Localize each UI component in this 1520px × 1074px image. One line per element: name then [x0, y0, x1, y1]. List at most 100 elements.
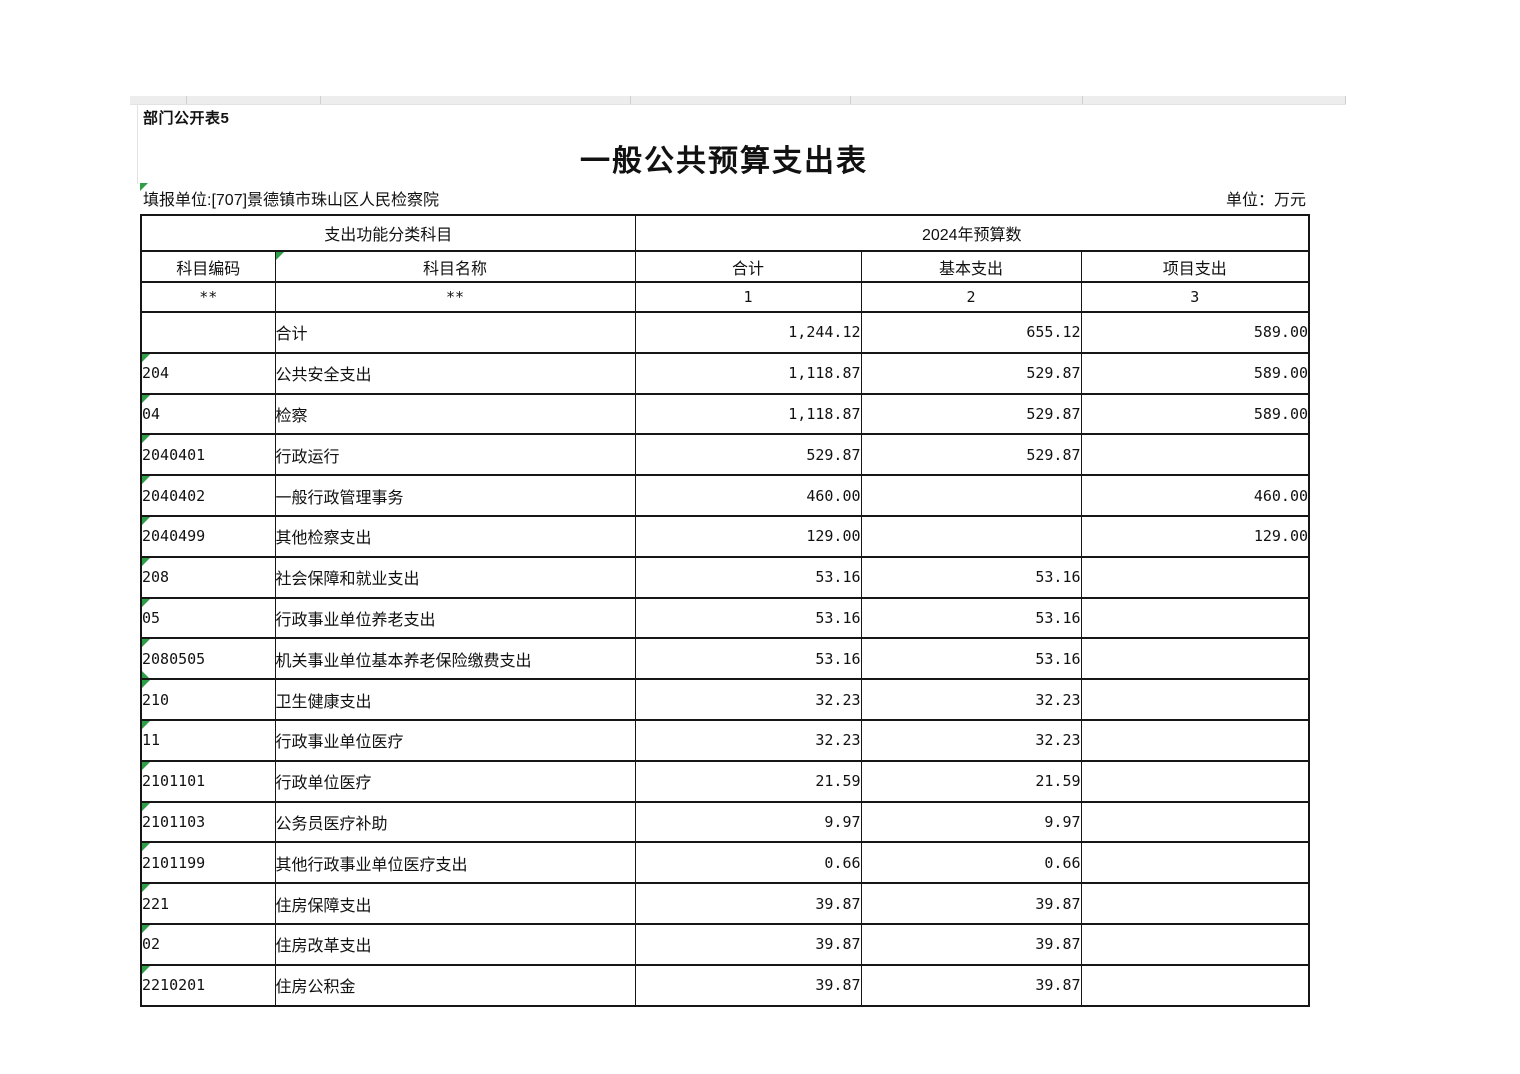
- cell-total[interactable]: 53.16: [634, 596, 862, 640]
- cell-code[interactable]: 2040402: [140, 474, 276, 517]
- cell-code[interactable]: 2101199: [140, 841, 276, 885]
- cell-project[interactable]: [1080, 759, 1310, 803]
- sub-basic[interactable]: 2: [860, 281, 1082, 313]
- cell-basic[interactable]: 0.66: [860, 841, 1082, 885]
- cell-name[interactable]: 公务员医疗补助: [274, 800, 636, 844]
- cell-total[interactable]: 39.87: [634, 922, 862, 966]
- cell-code[interactable]: 02: [140, 922, 276, 966]
- cell-total[interactable]: 1,118.87: [634, 351, 862, 395]
- cell-total[interactable]: 460.00: [634, 474, 862, 517]
- cell-code[interactable]: 204: [140, 351, 276, 395]
- cell-project[interactable]: [1080, 596, 1310, 640]
- cell-name[interactable]: 行政运行: [274, 433, 636, 477]
- cell-name[interactable]: 其他检察支出: [274, 514, 636, 558]
- cell-basic[interactable]: 39.87: [860, 882, 1082, 925]
- cell-code[interactable]: 2210201: [140, 963, 276, 1007]
- cell-name[interactable]: 行政事业单位医疗: [274, 718, 636, 762]
- cell-code[interactable]: 2040401: [140, 433, 276, 477]
- cell-basic[interactable]: 53.16: [860, 637, 1082, 681]
- cell-project[interactable]: [1080, 963, 1310, 1007]
- header-basic[interactable]: 基本支出: [860, 250, 1082, 283]
- cell-project[interactable]: [1080, 800, 1310, 844]
- cell-project[interactable]: [1080, 841, 1310, 885]
- cell-basic[interactable]: 529.87: [860, 433, 1082, 477]
- cell-name[interactable]: 住房保障支出: [274, 882, 636, 925]
- cell-name[interactable]: 行政单位医疗: [274, 759, 636, 803]
- sub-code[interactable]: **: [140, 281, 276, 313]
- cell-project[interactable]: 589.00: [1080, 311, 1310, 354]
- header-budget-group[interactable]: 2024年预算数: [634, 214, 1310, 252]
- cell-code[interactable]: 208: [140, 555, 276, 599]
- cell-basic[interactable]: 53.16: [860, 555, 1082, 599]
- header-project[interactable]: 项目支出: [1080, 250, 1310, 283]
- cell-name[interactable]: 住房改革支出: [274, 922, 636, 966]
- page-title[interactable]: 一般公共预算支出表: [580, 145, 868, 178]
- cell-name[interactable]: 住房公积金: [274, 963, 636, 1007]
- cell-name[interactable]: 社会保障和就业支出: [274, 555, 636, 599]
- cell-code[interactable]: 221: [140, 882, 276, 925]
- cell-total[interactable]: 529.87: [634, 433, 862, 477]
- cell-code[interactable]: 04: [140, 392, 276, 436]
- unit-label-cell[interactable]: 单位：万元: [1225, 192, 1306, 209]
- cell-code[interactable]: 11: [140, 718, 276, 762]
- cell-basic[interactable]: 529.87: [860, 351, 1082, 395]
- cell-total[interactable]: 39.87: [634, 882, 862, 925]
- cell-project[interactable]: [1080, 882, 1310, 925]
- cell-name[interactable]: 其他行政事业单位医疗支出: [274, 841, 636, 885]
- cell-project[interactable]: 589.00: [1080, 392, 1310, 436]
- cell-basic[interactable]: 529.87: [860, 392, 1082, 436]
- sub-project[interactable]: 3: [1080, 281, 1310, 313]
- cell-total[interactable]: 1,244.12: [634, 311, 862, 354]
- cell-code[interactable]: 2080505: [140, 637, 276, 681]
- cell-total[interactable]: 129.00: [634, 514, 862, 558]
- cell-basic[interactable]: 39.87: [860, 922, 1082, 966]
- cell-basic[interactable]: 32.23: [860, 718, 1082, 762]
- header-function-group[interactable]: 支出功能分类科目: [140, 214, 636, 252]
- sub-total[interactable]: 1: [634, 281, 862, 313]
- reporting-unit-cell[interactable]: 填报单位:[707]景德镇市珠山区人民检察院: [143, 192, 440, 209]
- cell-project[interactable]: 460.00: [1080, 474, 1310, 517]
- cell-basic[interactable]: 655.12: [860, 311, 1082, 354]
- cell-project[interactable]: 589.00: [1080, 351, 1310, 395]
- cell-project[interactable]: [1080, 718, 1310, 762]
- header-code[interactable]: 科目编码: [140, 250, 276, 283]
- cell-basic[interactable]: 39.87: [860, 963, 1082, 1007]
- cell-basic[interactable]: [860, 474, 1082, 517]
- cell-project[interactable]: [1080, 678, 1310, 721]
- cell-project[interactable]: 129.00: [1080, 514, 1310, 558]
- cell-basic[interactable]: 53.16: [860, 596, 1082, 640]
- cell-basic[interactable]: [860, 514, 1082, 558]
- cell-project[interactable]: [1080, 555, 1310, 599]
- cell-project[interactable]: [1080, 637, 1310, 681]
- cell-total[interactable]: 0.66: [634, 841, 862, 885]
- cell-code[interactable]: 210: [140, 678, 276, 721]
- cell-basic[interactable]: 9.97: [860, 800, 1082, 844]
- cell-total[interactable]: 1,118.87: [634, 392, 862, 436]
- cell-name[interactable]: 行政事业单位养老支出: [274, 596, 636, 640]
- cell-code[interactable]: [140, 311, 276, 354]
- header-total[interactable]: 合计: [634, 250, 862, 283]
- cell-basic[interactable]: 32.23: [860, 678, 1082, 721]
- cell-total[interactable]: 53.16: [634, 555, 862, 599]
- cell-name[interactable]: 检察: [274, 392, 636, 436]
- cell-code[interactable]: 2040499: [140, 514, 276, 558]
- cell-total[interactable]: 39.87: [634, 963, 862, 1007]
- sub-name[interactable]: **: [274, 281, 636, 313]
- cell-name[interactable]: 公共安全支出: [274, 351, 636, 395]
- cell-total[interactable]: 53.16: [634, 637, 862, 681]
- cell-name[interactable]: 合计: [274, 311, 636, 354]
- cell-name[interactable]: 机关事业单位基本养老保险缴费支出: [274, 637, 636, 681]
- cell-code[interactable]: 05: [140, 596, 276, 640]
- cell-total[interactable]: 21.59: [634, 759, 862, 803]
- cell-project[interactable]: [1080, 922, 1310, 966]
- cell-code[interactable]: 2101101: [140, 759, 276, 803]
- cell-name[interactable]: 卫生健康支出: [274, 678, 636, 721]
- cell-total[interactable]: 32.23: [634, 718, 862, 762]
- cell-name[interactable]: 一般行政管理事务: [274, 474, 636, 517]
- cell-total[interactable]: 32.23: [634, 678, 862, 721]
- sheet-label[interactable]: 部门公开表5: [143, 110, 230, 127]
- cell-code[interactable]: 2101103: [140, 800, 276, 844]
- header-name[interactable]: 科目名称: [274, 250, 636, 283]
- cell-total[interactable]: 9.97: [634, 800, 862, 844]
- cell-project[interactable]: [1080, 433, 1310, 477]
